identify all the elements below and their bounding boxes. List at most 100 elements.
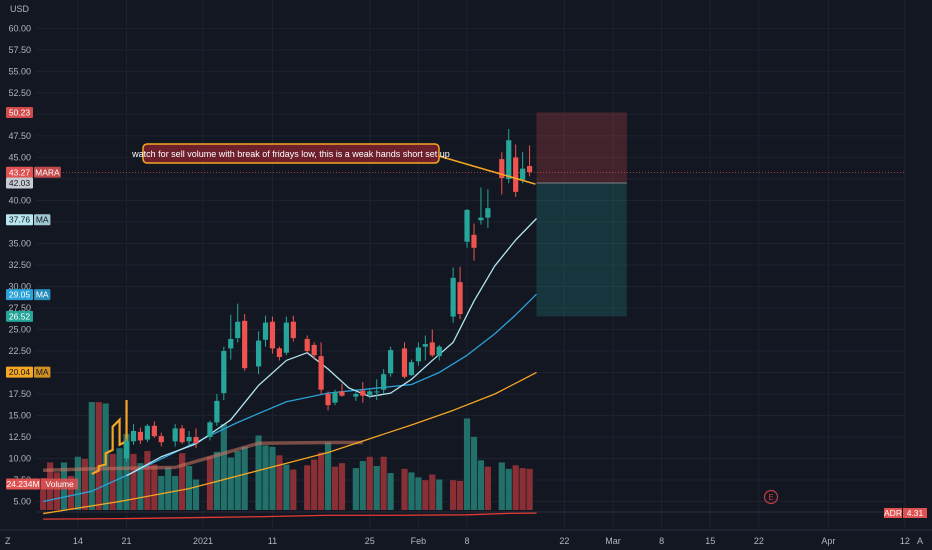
ma-short-line[interactable] [126, 218, 537, 477]
candle[interactable] [228, 314, 234, 360]
price-tag-bg [6, 310, 33, 322]
y-tick-label: 5.00 [13, 497, 31, 507]
candle[interactable] [151, 421, 157, 438]
stop-zone[interactable] [536, 112, 627, 183]
candle[interactable] [304, 335, 310, 353]
candle-body [401, 348, 408, 377]
x-tick-label: 14 [73, 536, 83, 546]
volume-bar [470, 436, 478, 510]
candle[interactable] [144, 424, 150, 443]
y-tick-label: 57.50 [8, 45, 31, 55]
volume-bar [387, 473, 394, 510]
candle[interactable] [381, 369, 387, 394]
price-tag-suffix-bg [34, 166, 61, 178]
ma-long-line[interactable] [43, 371, 537, 515]
candle[interactable] [325, 391, 331, 411]
price-tag[interactable]: 24.234M Volume [6, 478, 79, 490]
volume-bar [241, 446, 248, 510]
price-tag-value: 43.27 [9, 167, 31, 177]
currency-label: USD [10, 4, 30, 14]
candle-body [506, 140, 512, 179]
ma-mid-line[interactable] [43, 293, 537, 503]
candle[interactable] [499, 152, 505, 195]
callout-box[interactable] [142, 143, 440, 164]
candle[interactable] [332, 389, 338, 406]
candle[interactable] [262, 315, 269, 347]
candle[interactable] [123, 438, 130, 462]
candle[interactable] [339, 383, 345, 397]
candle[interactable] [464, 209, 470, 248]
candle[interactable] [283, 316, 289, 356]
candle[interactable] [387, 346, 394, 377]
price-tag[interactable]: 50.23 [6, 106, 33, 118]
candle[interactable] [318, 342, 324, 394]
target-zone[interactable] [536, 182, 627, 317]
candle-body [450, 277, 456, 317]
zoom-corner-label[interactable]: Z [5, 536, 11, 546]
price-tag-value: 37.76 [9, 215, 31, 225]
candle[interactable] [485, 189, 491, 228]
time-axis-bg[interactable] [0, 530, 932, 550]
price-tag[interactable]: 20.04 MA [6, 366, 51, 378]
x-tick-label: Apr [821, 536, 835, 546]
candle[interactable] [255, 331, 262, 375]
candle[interactable] [137, 427, 144, 444]
price-axis-bg[interactable] [0, 0, 36, 530]
candle[interactable] [506, 129, 512, 184]
candle[interactable] [471, 223, 477, 261]
candle[interactable] [401, 342, 408, 379]
candle[interactable] [172, 424, 178, 447]
volume-bar [477, 460, 485, 510]
candle[interactable] [214, 393, 220, 426]
candle[interactable] [450, 267, 456, 323]
candle[interactable] [374, 379, 380, 401]
price-tag[interactable]: 43.27 MARA [6, 166, 61, 178]
x-tick-label: 25 [365, 536, 375, 546]
candle[interactable] [353, 392, 359, 401]
candle[interactable] [415, 342, 421, 366]
candle[interactable] [436, 344, 442, 361]
y-tick-label: 35.00 [8, 238, 31, 248]
candle[interactable] [408, 359, 415, 376]
candle[interactable] [276, 346, 283, 361]
candle[interactable] [478, 187, 484, 225]
candle[interactable] [290, 315, 296, 342]
candle[interactable] [158, 432, 164, 447]
price-tag-suffix: MA [36, 290, 49, 300]
earnings-icon[interactable] [763, 489, 779, 505]
price-tag-bg [6, 478, 40, 490]
auto-scale-label[interactable]: A [917, 536, 923, 546]
price-tag[interactable]: 42.03 [6, 177, 33, 189]
y-tick-label: 17.50 [8, 389, 31, 399]
candle[interactable] [186, 430, 192, 446]
candle[interactable] [367, 389, 373, 399]
price-tag[interactable]: 29.05 MA [6, 289, 51, 301]
candle[interactable] [429, 329, 435, 357]
candle[interactable] [520, 152, 526, 184]
volume-ma-line [43, 440, 363, 472]
price-tag[interactable]: 26.52 [6, 310, 33, 322]
price-tag-suffix: MARA [35, 167, 60, 177]
candle[interactable] [221, 346, 227, 401]
candle[interactable] [457, 266, 463, 320]
candle[interactable] [526, 145, 533, 177]
candle-body [242, 320, 248, 369]
candle[interactable] [422, 335, 428, 361]
candle[interactable] [242, 313, 248, 371]
y-tick-label: 30.00 [8, 281, 31, 291]
candle[interactable] [360, 381, 366, 403]
candle[interactable] [207, 420, 213, 441]
candle[interactable] [311, 342, 317, 360]
candle[interactable] [179, 424, 185, 444]
volume-bar [158, 475, 165, 510]
y-tick-label: 47.50 [8, 131, 31, 141]
price-tag[interactable]: 37.76 MA [6, 214, 51, 226]
candle[interactable] [235, 303, 241, 343]
candle[interactable] [193, 428, 199, 449]
candle[interactable] [513, 144, 519, 197]
candle[interactable] [269, 316, 276, 354]
candle[interactable] [130, 424, 137, 445]
candle-body [464, 209, 470, 242]
